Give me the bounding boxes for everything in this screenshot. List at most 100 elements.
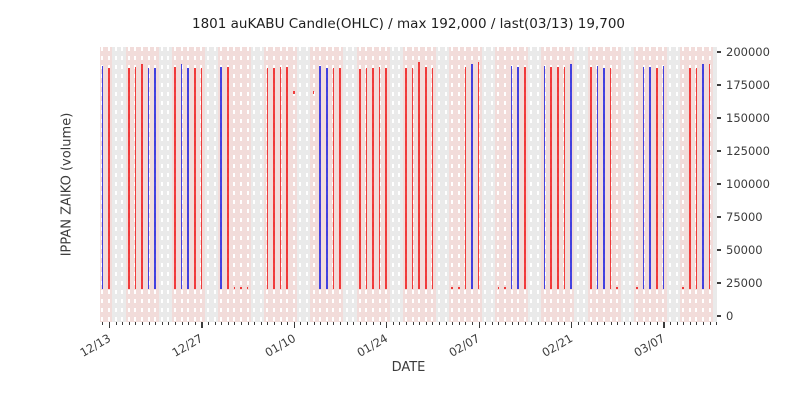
- x-minor-tick: [122, 322, 124, 325]
- x-minor-tick: [412, 322, 414, 325]
- candle-wick: [510, 65, 513, 290]
- y-tick-label: 200000: [726, 44, 770, 59]
- grid-line: [398, 47, 401, 322]
- x-minor-tick: [617, 322, 619, 325]
- y-tick-mark: [717, 315, 721, 317]
- x-minor-tick: [155, 322, 157, 325]
- grid-line: [669, 47, 671, 322]
- x-minor-tick: [689, 322, 691, 325]
- x-tick-label-text: 01/24: [354, 331, 391, 360]
- candle-wick: [563, 66, 566, 290]
- x-minor-tick: [683, 322, 685, 325]
- candle-wick: [240, 287, 242, 290]
- grid-line: [233, 47, 236, 322]
- x-minor-tick: [346, 322, 348, 325]
- x-minor-tick: [703, 322, 704, 325]
- candle-wick: [187, 68, 190, 290]
- x-minor-tick: [287, 322, 289, 325]
- x-minor-tick: [267, 322, 269, 325]
- x-minor-tick: [214, 322, 216, 325]
- y-tick-label: 175000: [726, 77, 770, 92]
- x-minor-tick: [518, 322, 520, 325]
- grid-line: [622, 47, 625, 322]
- candle-wick: [332, 68, 335, 290]
- grid-line: [583, 47, 586, 322]
- x-minor-tick: [637, 322, 638, 325]
- candle-wick: [589, 66, 592, 290]
- grid-line: [246, 47, 249, 322]
- candle-wick: [649, 66, 652, 290]
- x-minor-tick: [300, 322, 302, 325]
- x-minor-tick: [392, 322, 394, 325]
- candle-wick: [180, 64, 183, 290]
- x-major-tick: [109, 322, 111, 328]
- x-minor-tick: [194, 322, 196, 325]
- grid-line: [213, 47, 216, 322]
- candle-wick: [101, 65, 104, 290]
- x-minor-tick: [366, 322, 368, 325]
- grid-line: [253, 47, 256, 322]
- y-tick-mark: [717, 117, 721, 119]
- candle-wick: [193, 68, 196, 290]
- x-minor-tick: [313, 322, 315, 325]
- x-minor-tick: [670, 322, 671, 325]
- candle-wick: [655, 68, 658, 290]
- x-minor-tick: [148, 322, 150, 325]
- x-minor-tick: [128, 322, 130, 325]
- x-minor-tick: [577, 322, 579, 325]
- candle-wick: [127, 68, 130, 290]
- x-minor-tick: [181, 322, 183, 325]
- candle-wick: [477, 61, 480, 290]
- x-major-tick: [478, 322, 480, 328]
- x-minor-tick: [115, 322, 117, 325]
- grid-line: [240, 47, 242, 322]
- candle-wick: [418, 61, 421, 290]
- x-minor-tick: [260, 322, 262, 325]
- x-minor-tick: [188, 322, 190, 325]
- y-tick-label: 125000: [726, 143, 770, 158]
- y-tick-label: 75000: [726, 209, 763, 224]
- candle-wick: [609, 68, 612, 290]
- x-minor-tick: [551, 322, 553, 325]
- x-minor-tick: [696, 322, 698, 325]
- grid-line: [312, 47, 315, 322]
- x-minor-tick: [505, 322, 506, 325]
- y-axis-title: IPPAN ZAIKO (volume): [59, 112, 75, 257]
- candle-wick: [200, 67, 203, 290]
- grid-line: [457, 47, 460, 322]
- x-minor-tick: [307, 322, 308, 325]
- candle-wick: [688, 68, 691, 290]
- candle-wick: [497, 287, 500, 290]
- x-tick-label-text: 03/07: [631, 331, 668, 360]
- candle-wick: [451, 287, 454, 290]
- candle-wick: [319, 65, 322, 290]
- grid-line: [306, 47, 308, 322]
- x-minor-tick: [432, 322, 434, 325]
- grid-line: [484, 47, 487, 322]
- x-tick-label-text: 01/10: [262, 331, 298, 360]
- grid-line: [451, 47, 454, 322]
- candle-wick: [154, 67, 157, 290]
- x-minor-tick: [544, 322, 546, 325]
- candle-wick: [702, 64, 704, 290]
- x-minor-tick: [399, 322, 401, 325]
- x-minor-tick: [227, 322, 229, 325]
- y-tick-mark: [717, 282, 721, 284]
- x-tick-label-text: 12/27: [169, 331, 206, 360]
- candle-wick: [616, 287, 619, 290]
- x-minor-tick: [247, 322, 249, 325]
- x-minor-tick: [102, 322, 104, 325]
- candle-wick: [286, 66, 289, 290]
- grid-line: [167, 47, 170, 322]
- x-minor-tick: [425, 322, 427, 325]
- candle-wick: [523, 66, 526, 290]
- candle-wick: [636, 287, 638, 290]
- x-minor-tick: [656, 322, 658, 325]
- grid-line: [438, 47, 440, 322]
- grid-line: [292, 47, 295, 322]
- grid-line: [537, 47, 539, 322]
- x-major-tick: [571, 322, 573, 328]
- candle-wick: [695, 67, 698, 290]
- candle-wick: [603, 68, 605, 290]
